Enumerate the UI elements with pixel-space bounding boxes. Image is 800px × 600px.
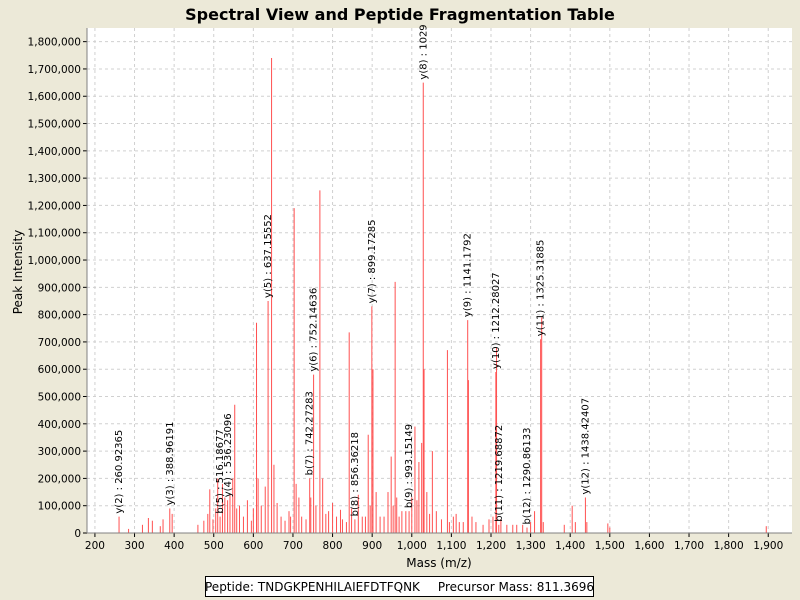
y-tick-label: 1,500,000 [28,119,81,131]
x-tick-label: 500 [204,540,224,552]
fragment-label: y(4) : 536.23096 [223,413,234,497]
x-tick-label: 600 [243,540,263,552]
y-tick-label: 1,100,000 [28,228,81,240]
precursor-mass: 811.3696 [537,580,594,594]
fragment-label: y(6) : 752.14636 [309,288,320,372]
x-axis-label: Mass (m/z) [406,556,471,570]
fragment-label: b(11) : 1219.68872 [494,425,505,522]
fragment-label: y(2) : 260.92365 [114,430,125,514]
fragment-label: y(7) : 899.17285 [367,220,378,304]
fragment-label: y(11) : 1325.31885 [536,240,547,337]
y-tick-label: 300,000 [38,446,81,458]
precursor-label: Precursor Mass: [438,580,533,594]
fragment-label: y(5) : 637.15552 [263,214,274,298]
y-tick-label: 1,300,000 [28,173,81,185]
y-tick-label: 1,700,000 [28,64,81,76]
x-tick-label: 1,700 [674,540,704,552]
legend-box: Peptide: TNDGKPENHILAIEFDTFQNK Precursor… [205,576,594,597]
fragment-label: y(10) : 1212.28027 [491,272,502,369]
fragment-label: y(3) : 388.96191 [165,422,176,506]
x-tick-label: 700 [283,540,303,552]
y-tick-label: 100,000 [38,501,81,513]
peptide-label: Peptide: [205,580,254,594]
y-tick-label: 1,800,000 [28,37,81,49]
fragment-label: b(9) : 993.15149 [404,424,415,508]
y-tick-label: 1,200,000 [28,200,81,212]
x-tick-label: 1,800 [714,540,744,552]
precursor-info: Precursor Mass: 811.3696 [438,580,594,594]
x-tick-label: 900 [362,540,382,552]
x-tick-label: 200 [85,540,105,552]
x-tick-label: 400 [164,540,184,552]
x-tick-label: 800 [323,540,343,552]
x-tick-label: 1,500 [595,540,625,552]
chart-title: Spectral View and Peptide Fragmentation … [185,5,615,24]
fragment-label: b(12) : 1290.86133 [522,427,533,524]
y-tick-label: 900,000 [38,282,81,294]
x-tick-label: 1,900 [753,540,783,552]
fragment-label: b(8) : 856.36218 [350,432,361,516]
y-tick-label: 400,000 [38,419,81,431]
fragment-label: y(12) : 1438.42407 [580,398,591,495]
fragment-label: y(9) : 1141.1792 [463,233,474,317]
x-tick-label: 1,200 [476,540,506,552]
x-tick-label: 1,100 [436,540,466,552]
y-tick-label: 700,000 [38,337,81,349]
peptide-sequence: TNDGKPENHILAIEFDTFQNK [258,580,420,594]
y-tick-label: 0 [74,528,81,540]
x-tick-label: 1,600 [634,540,664,552]
y-tick-label: 1,000,000 [28,255,81,267]
fragment-label: y(8) : 1029 [418,24,429,79]
fragment-label: b(7) : 742.27283 [305,391,316,475]
y-tick-label: 200,000 [38,473,81,485]
x-tick-label: 1,400 [555,540,585,552]
y-tick-label: 800,000 [38,310,81,322]
y-tick-label: 600,000 [38,364,81,376]
x-tick-label: 1,000 [397,540,427,552]
y-tick-label: 1,600,000 [28,91,81,103]
y-tick-label: 1,400,000 [28,146,81,158]
spectrum-chart: y(2) : 260.92365 y(3) : 388.96191 b(5) : 5… [0,0,800,600]
x-tick-label: 1,300 [516,540,546,552]
plot-area [87,28,792,533]
peptide-info: Peptide: TNDGKPENHILAIEFDTFQNK [205,580,420,594]
x-tick-label: 300 [125,540,145,552]
y-tick-label: 500,000 [38,392,81,404]
y-axis-label: Peak Intensity [11,230,25,315]
